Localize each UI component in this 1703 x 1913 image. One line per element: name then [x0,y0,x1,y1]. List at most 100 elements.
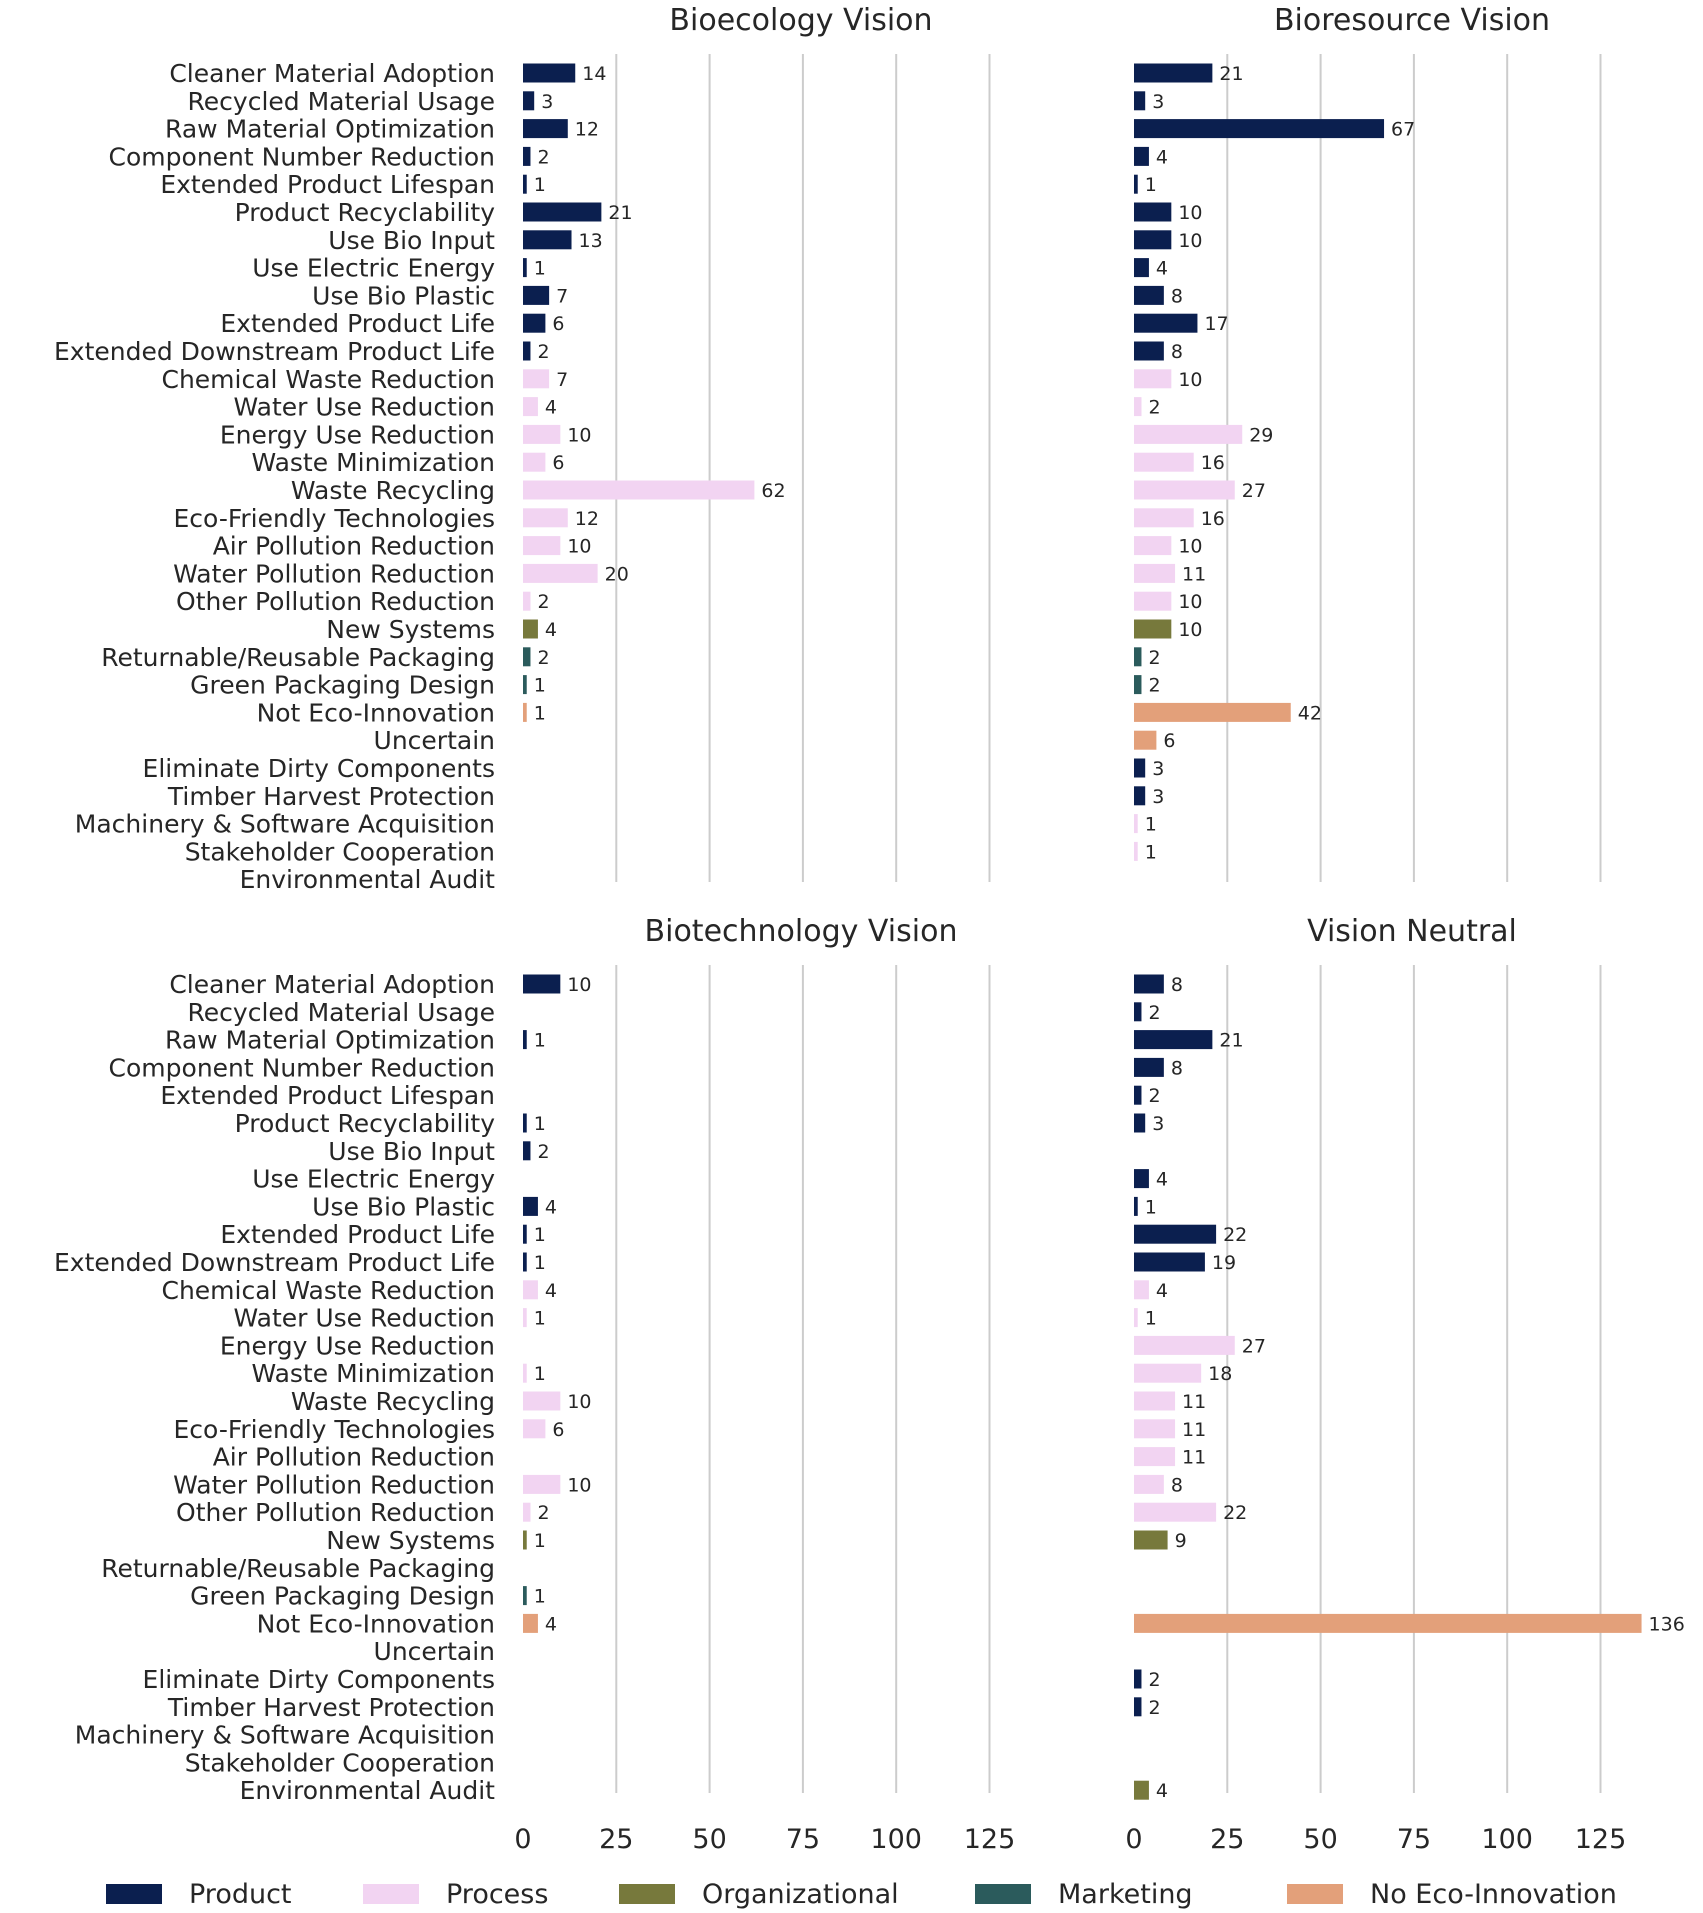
bar [523,1613,538,1633]
y-tick-label: Not Eco-Innovation [257,698,495,727]
bar [1134,1391,1176,1411]
data-label: 21 [1219,63,1243,85]
x-tick-label: 100 [1481,1824,1533,1855]
y-tick-label: Uncertain [374,1637,495,1666]
x-tick-label: 50 [692,1824,726,1855]
bar [1134,536,1172,556]
y-tick-label: Stakeholder Cooperation [185,837,495,866]
bar [1134,814,1138,834]
y-tick-label: Water Pollution Reduction [173,1470,495,1499]
data-label: 1 [1145,1196,1157,1218]
data-label: 1 [534,1030,546,1052]
bar [1134,1030,1213,1050]
data-label: 3 [1152,758,1164,780]
chart-panel-4: Vision Neutral82218234122194127181111118… [1125,914,1684,1855]
data-label: 7 [556,285,568,307]
y-tick-label: Extended Product Lifespan [160,1081,495,1110]
y-tick-label: Environmental Audit [240,1776,496,1805]
x-tick-label: 100 [870,1824,922,1855]
data-label: 4 [1156,258,1168,280]
y-tick-label: Waste Recycling [291,476,495,505]
bar [523,1196,538,1216]
legend-label: Process [446,1879,548,1909]
y-tick-label: Returnable/Reusable Packaging [101,1554,495,1583]
data-label: 2 [537,1502,549,1524]
y-tick-label: Green Packaging Design [190,1582,495,1611]
x-tick-label: 0 [1125,1824,1142,1855]
data-label: 1 [1145,841,1157,863]
bar [523,63,576,83]
data-label: 13 [579,230,603,252]
y-tick-label: Energy Use Reduction [220,420,495,449]
y-tick-label: Water Use Reduction [234,1304,495,1333]
data-label: 10 [1178,591,1202,613]
y-tick-label: Raw Material Optimization [165,115,495,144]
data-label: 3 [1152,1113,1164,1135]
bar [523,230,572,250]
data-label: 20 [605,563,629,585]
data-label: 14 [582,63,606,85]
data-label: 21 [1219,1030,1243,1052]
y-tick-label: Eliminate Dirty Components [143,1665,495,1694]
data-label: 1 [1145,174,1157,196]
data-label: 1 [534,675,546,697]
data-label: 2 [537,591,549,613]
panel-title: Bioecology Vision [669,3,932,38]
bar [1134,563,1176,583]
data-label: 4 [545,1613,557,1635]
y-tick-label: Eliminate Dirty Components [143,754,495,783]
x-tick-label: 75 [786,1824,820,1855]
data-label: 62 [761,480,785,502]
bar [1134,258,1149,278]
bar [523,146,531,166]
y-tick-label: Use Bio Plastic [312,1192,495,1221]
data-label: 12 [575,119,599,141]
chart-panel-1: Bioecology Vision Cleaner Material Adopti… [54,3,991,894]
data-label: 2 [537,146,549,168]
data-label: 1 [1145,1308,1157,1330]
y-tick-label: New Systems [326,1526,495,1555]
bar [1134,1363,1202,1383]
data-label: 8 [1171,1474,1183,1496]
bar [523,1502,531,1522]
bar [1134,730,1157,750]
bar [1134,63,1213,83]
bar [1134,619,1172,639]
data-label: 2 [537,647,549,669]
bar [1134,591,1172,611]
y-tick-label: Extended Product Life [220,1220,495,1249]
data-label: 16 [1201,508,1225,530]
x-tick-label: 75 [1397,1824,1431,1855]
data-label: 1 [534,258,546,280]
data-label: 67 [1391,119,1415,141]
bar [523,1391,561,1411]
y-tick-label: Extended Product Life [220,309,495,338]
data-label: 2 [1148,1697,1160,1719]
legend-swatch [975,1884,1031,1904]
data-label: 1 [534,174,546,196]
bar [1134,1002,1142,1022]
data-label: 4 [545,397,557,419]
x-tick-label: 50 [1303,1824,1337,1855]
y-tick-label: Timber Harvest Protection [167,1693,495,1722]
legend-swatch [363,1884,419,1904]
y-tick-label: Cleaner Material Adoption [169,59,495,88]
bar [523,1113,527,1133]
data-label: 27 [1242,480,1266,502]
bar [523,974,561,994]
data-label: 2 [1148,397,1160,419]
y-tick-label: Chemical Waste Reduction [161,365,495,394]
bar [523,452,546,472]
bar [523,119,568,139]
bar [1134,675,1142,695]
bar [523,258,527,278]
x-tick-label: 125 [1575,1824,1627,1855]
data-label: 18 [1208,1363,1232,1385]
data-label: 10 [567,1474,591,1496]
panel-title: Vision Neutral [1307,914,1517,949]
bar [523,619,538,639]
x-tick-label: 25 [599,1824,633,1855]
data-label: 1 [534,1113,546,1135]
data-label: 10 [567,536,591,558]
